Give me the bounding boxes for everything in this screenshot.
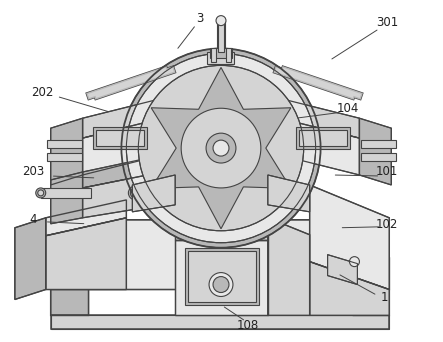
Polygon shape <box>82 172 162 218</box>
Circle shape <box>142 188 152 198</box>
Bar <box>218 23 224 52</box>
Polygon shape <box>51 315 389 329</box>
Bar <box>93 127 148 149</box>
Circle shape <box>213 140 229 156</box>
Polygon shape <box>280 118 359 175</box>
Text: 108: 108 <box>237 319 259 332</box>
Polygon shape <box>175 240 268 315</box>
Bar <box>47 153 82 161</box>
Circle shape <box>181 108 261 188</box>
Text: 102: 102 <box>376 218 399 231</box>
Bar <box>185 248 259 305</box>
Text: 203: 203 <box>22 166 44 179</box>
Polygon shape <box>51 118 82 185</box>
Circle shape <box>152 186 166 200</box>
Polygon shape <box>51 220 89 315</box>
Polygon shape <box>327 255 358 285</box>
Bar <box>226 49 231 63</box>
Circle shape <box>130 188 140 198</box>
Polygon shape <box>310 262 389 315</box>
Polygon shape <box>82 118 162 175</box>
Polygon shape <box>51 220 389 290</box>
Polygon shape <box>132 175 175 212</box>
Polygon shape <box>354 220 389 315</box>
Polygon shape <box>268 175 310 212</box>
Polygon shape <box>280 98 359 138</box>
Circle shape <box>138 65 303 231</box>
Text: 4: 4 <box>29 213 36 226</box>
Circle shape <box>206 133 236 163</box>
Circle shape <box>38 190 44 196</box>
Polygon shape <box>310 185 389 290</box>
Polygon shape <box>46 200 126 236</box>
Text: 101: 101 <box>376 166 399 179</box>
Bar <box>210 49 232 58</box>
Circle shape <box>36 188 46 198</box>
Bar <box>361 153 396 161</box>
Bar <box>217 21 225 54</box>
Bar <box>295 127 350 149</box>
Circle shape <box>213 277 229 292</box>
Text: 301: 301 <box>376 16 398 29</box>
Text: 104: 104 <box>336 102 359 115</box>
Polygon shape <box>46 218 126 290</box>
Polygon shape <box>175 218 268 240</box>
Text: 1: 1 <box>381 291 388 304</box>
Polygon shape <box>359 118 391 185</box>
Polygon shape <box>15 218 46 300</box>
Circle shape <box>216 16 226 26</box>
Polygon shape <box>51 172 82 224</box>
Bar <box>188 251 256 302</box>
Bar <box>361 140 396 148</box>
Bar <box>299 130 347 146</box>
Circle shape <box>154 188 164 198</box>
Text: 3: 3 <box>196 12 204 25</box>
Bar <box>207 52 234 64</box>
Polygon shape <box>151 67 291 229</box>
Circle shape <box>121 49 321 248</box>
Bar <box>41 188 90 198</box>
Circle shape <box>209 273 233 297</box>
Polygon shape <box>268 218 310 315</box>
Bar <box>47 140 82 148</box>
Polygon shape <box>82 98 162 138</box>
Text: 202: 202 <box>31 86 54 99</box>
Circle shape <box>140 186 154 200</box>
Circle shape <box>128 186 142 200</box>
Bar <box>211 49 216 63</box>
Bar <box>96 130 144 146</box>
Circle shape <box>350 256 359 267</box>
Circle shape <box>126 53 315 243</box>
Polygon shape <box>82 155 162 188</box>
